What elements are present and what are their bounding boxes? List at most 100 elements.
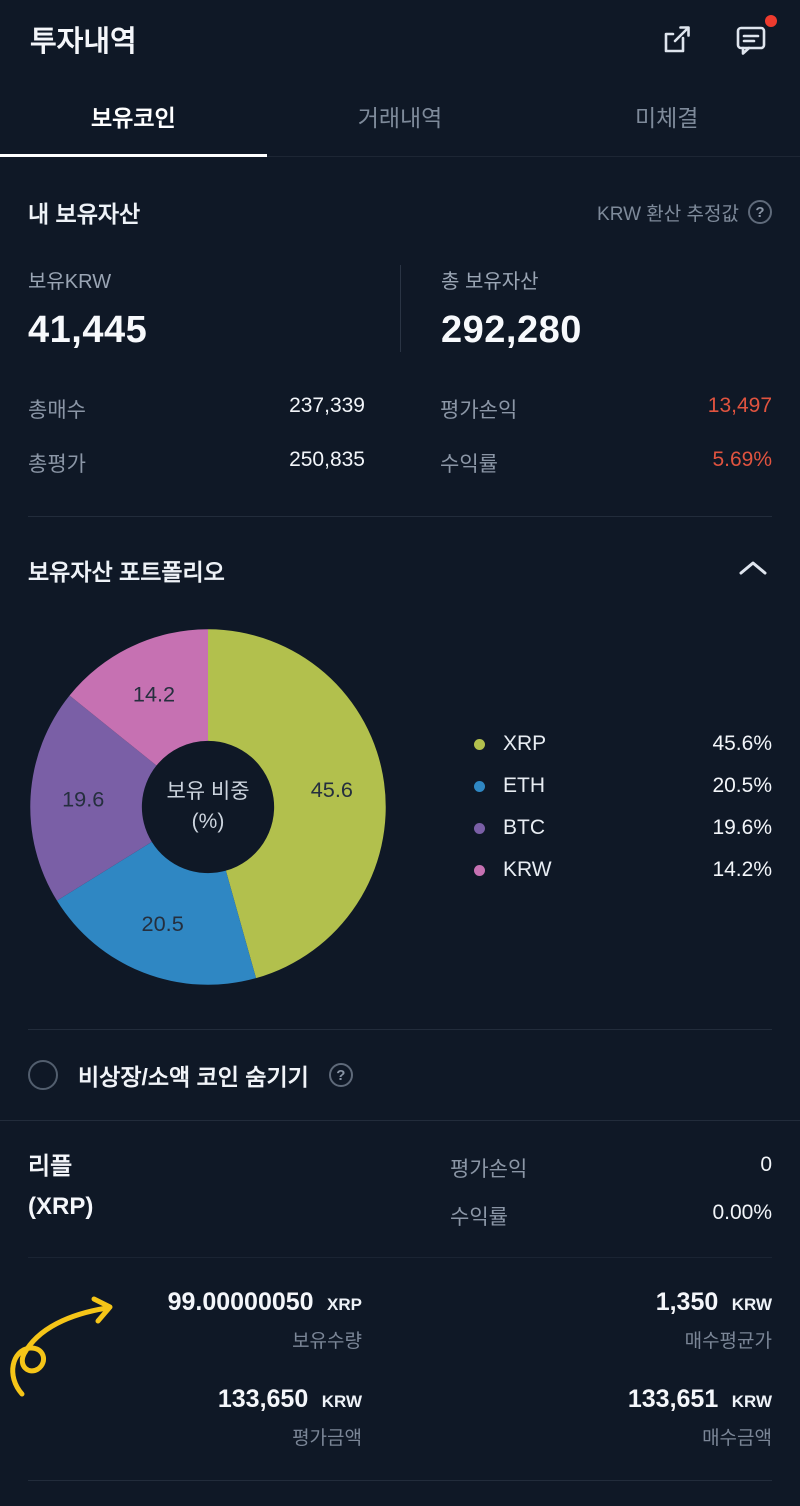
donut-segment-value-label: 19.6 <box>62 787 104 812</box>
page-title: 투자내역 <box>30 26 137 58</box>
total-eval-value: 250,835 <box>289 448 365 471</box>
section-divider <box>28 516 772 517</box>
coin-pnl-value: 0 <box>760 1153 772 1176</box>
hold-krw-block: 보유KRW 41,445 <box>28 265 400 352</box>
legend-percent: 14.2% <box>712 858 772 881</box>
total-buy-label: 총매수 <box>28 399 86 422</box>
legend-coin-name: ETH <box>503 774 545 797</box>
legend-item-btc: BTC 19.6% <box>474 816 772 840</box>
portfolio-donut-chart: 45.6 20.5 19.6 14.2 <box>30 629 386 985</box>
assets-section-title: 내 보유자산 <box>28 201 141 227</box>
share-icon[interactable] <box>658 20 696 58</box>
coin-yield-label: 수익률 <box>450 1206 508 1229</box>
krw-estimate-note: KRW 환산 추정값 ? <box>597 199 772 226</box>
buy-amount-unit: KRW <box>731 1392 772 1411</box>
avg-buy-price-unit: KRW <box>731 1295 772 1314</box>
donut-segment-eth <box>56 841 257 985</box>
yield-label: 수익률 <box>440 453 498 476</box>
donut-chart-container: 45.6 20.5 19.6 14.2 보유 비중 (%) <box>22 621 394 993</box>
eval-amount-unit: KRW <box>321 1392 362 1411</box>
holdings-label: 보유수량 <box>292 1331 362 1352</box>
help-icon[interactable]: ? <box>748 200 772 224</box>
eval-amount-value: 133,650 <box>217 1385 309 1413</box>
tab-trade-history[interactable]: 거래내역 <box>357 105 443 131</box>
buy-amount-value: 133,651 <box>627 1385 719 1413</box>
coin-pnl-row: 평가손익 0 <box>450 1153 772 1183</box>
assets-stats: 총매수 237,339 총평가 250,835 평가손익 13,497 수익률 … <box>28 394 772 478</box>
donut-segment-value-label: 45.6 <box>311 777 353 802</box>
legend-color-dot <box>474 738 485 750</box>
legend-coin-name: BTC <box>503 816 545 839</box>
hold-krw-value: 41,445 <box>28 309 148 351</box>
holdings-unit: XRP <box>327 1295 362 1314</box>
legend-percent: 45.6% <box>712 732 772 755</box>
legend-coin-name: KRW <box>503 858 552 881</box>
tab-bar: 보유코인 거래내역 미체결 <box>0 78 800 157</box>
coin-details: 99.00000050 XRP 보유수량 133,650 KRW 평가금액 <box>28 1288 772 1450</box>
portfolio-legend: XRP 45.6% ETH 20.5% BTC 19.6% KRW 14.2% <box>474 732 772 882</box>
pnl-row: 평가손익 13,497 <box>440 394 772 424</box>
header-icons <box>658 15 777 58</box>
section-divider <box>28 1480 772 1481</box>
coin-pnl-label: 평가손익 <box>450 1158 528 1181</box>
donut-segment-btc <box>30 695 157 901</box>
total-asset-block: 총 보유자산 292,280 <box>400 265 772 352</box>
legend-percent: 20.5% <box>712 774 772 797</box>
portfolio-title: 보유자산 포트폴리오 <box>28 559 225 585</box>
coin-pnl-block: 평가손익 0 수익률 0.00% <box>450 1147 772 1231</box>
hide-small-coins-label: 비상장/소액 코인 숨기기 <box>78 1064 309 1090</box>
hold-krw-label: 보유KRW <box>28 271 112 293</box>
legend-color-dot <box>474 864 485 876</box>
portfolio-chart-area: 45.6 20.5 19.6 14.2 보유 비중 (%) XRP 45.6% ETH 20… <box>28 621 772 993</box>
coin-yield-value: 0.00% <box>712 1201 772 1224</box>
coin-inner-divider <box>28 1257 772 1258</box>
total-buy-value: 237,339 <box>289 394 365 417</box>
coin-name-block: 리플 (XRP) <box>28 1147 93 1231</box>
yield-row: 수익률 5.69% <box>440 448 772 478</box>
donut-segment-value-label: 20.5 <box>142 911 184 936</box>
avg-buy-price-value: 1,350 <box>655 1288 719 1316</box>
buy-amount-cell: 133,651 KRW 매수금액 <box>400 1385 772 1450</box>
legend-percent: 19.6% <box>712 816 772 839</box>
total-eval-row: 총평가 250,835 <box>28 448 365 478</box>
help-icon[interactable]: ? <box>328 1063 353 1087</box>
donut-segment-value-label: 14.2 <box>133 681 175 706</box>
buy-amount-label: 매수금액 <box>702 1428 772 1449</box>
legend-item-eth: ETH 20.5% <box>474 774 772 798</box>
eval-amount-label: 평가금액 <box>292 1428 362 1449</box>
header: 투자내역 <box>0 0 800 66</box>
tab-holdings[interactable]: 보유코인 <box>0 78 267 157</box>
coin-symbol: (XRP) <box>28 1192 94 1220</box>
krw-estimate-label: KRW 환산 추정값 <box>597 203 739 225</box>
legend-color-dot <box>474 780 485 792</box>
legend-coin-name: XRP <box>503 732 547 755</box>
holdings-cell: 99.00000050 XRP 보유수량 <box>28 1288 362 1353</box>
chevron-up-icon[interactable] <box>734 555 772 586</box>
legend-color-dot <box>474 822 485 834</box>
total-asset-label: 총 보유자산 <box>441 271 539 293</box>
hide-small-coins-toggle[interactable]: 비상장/소액 코인 숨기기 ? <box>0 1030 800 1120</box>
chat-icon[interactable] <box>732 15 777 58</box>
legend-item-krw: KRW 14.2% <box>474 858 772 882</box>
holdings-value: 99.00000050 <box>167 1288 314 1316</box>
donut-segment-xrp <box>208 629 386 979</box>
balance-columns: 보유KRW 41,445 총 보유자산 292,280 <box>28 265 772 352</box>
total-asset-value: 292,280 <box>441 309 582 351</box>
tab-open-orders[interactable]: 미체결 <box>634 105 699 131</box>
section-divider <box>0 1120 800 1121</box>
section-divider <box>28 1029 772 1030</box>
portfolio-section: 보유자산 포트폴리오 45.6 20.5 19.6 14.2 보유 비중 (%) XR… <box>0 517 800 1030</box>
radio-unchecked-icon[interactable] <box>28 1060 58 1090</box>
donut-segment-krw <box>69 629 208 766</box>
coin-yield-row: 수익률 0.00% <box>450 1201 772 1231</box>
total-eval-label: 총평가 <box>28 453 86 476</box>
total-buy-row: 총매수 237,339 <box>28 394 365 424</box>
coin-row-xrp[interactable]: 리플 (XRP) 평가손익 0 수익률 0.00% 99.00000050 <box>0 1121 800 1481</box>
coin-name: 리플 <box>28 1153 73 1180</box>
pnl-value: 13,497 <box>707 394 772 417</box>
avg-buy-price-cell: 1,350 KRW 매수평균가 <box>400 1288 772 1353</box>
avg-buy-price-label: 매수평균가 <box>684 1331 772 1352</box>
notification-dot <box>765 15 777 27</box>
legend-item-xrp: XRP 45.6% <box>474 732 772 756</box>
